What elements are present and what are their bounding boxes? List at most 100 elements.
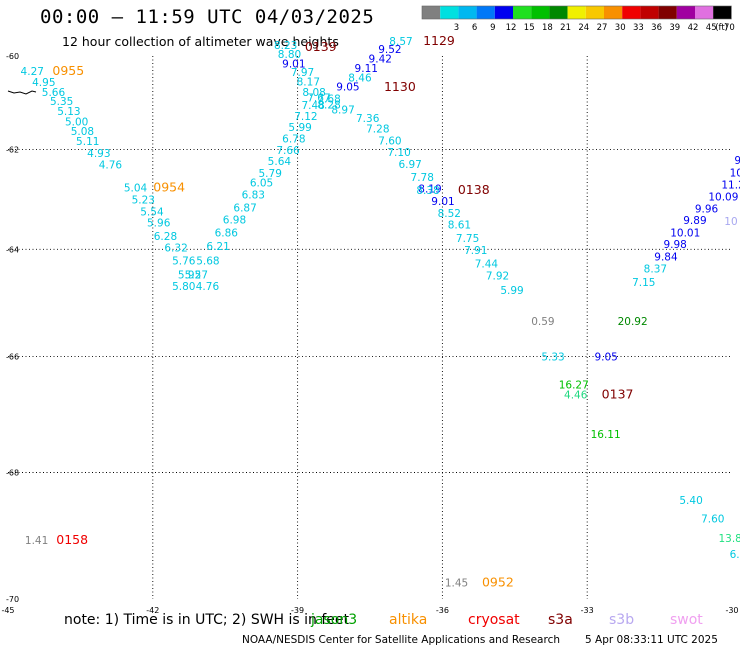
wave-height-value: 5.66 [42,87,66,99]
legend-label: 3 [454,23,459,33]
latitude-tick-label: -66 [6,353,19,362]
wave-height-value: 8.23 [274,40,297,52]
longitude-tick-label: -33 [581,606,594,615]
wave-height-value: 5.96 [147,218,171,230]
wave-height-value: 13.86 [718,533,740,545]
latitude-tick-label: -62 [6,145,19,154]
wave-height-value: 20.92 [618,316,648,328]
wave-height-value: 16.27 [559,380,589,392]
legend-swatch [458,6,477,19]
pass-time-label: 1129 [423,33,455,48]
credit-line: NOAA/NESDIS Center for Satellite Applica… [242,634,560,646]
wave-height-value: 7.78 [411,172,434,184]
wave-height-value: 7.60 [378,135,401,147]
wave-height-value: 0.59 [531,316,554,328]
wave-height-value: 10 [724,216,737,228]
legend-label: 27 [597,23,608,33]
legend-unit: (ft) [715,23,728,33]
units-note: note: 1) Time is in UTC; 2) SWH is in fe… [64,612,350,628]
wave-height-value: 6.86 [215,227,239,239]
legend-frame [421,5,732,20]
wave-height-value: 6.87 [233,203,256,215]
legend-swatch [476,6,495,19]
wave-height-value: 7.75 [456,233,479,245]
wave-height-value: 8.57 [389,36,412,48]
wave-height-value: 5.13 [57,106,80,118]
wave-height-value: 5.54 [140,207,164,219]
longitude-tick-label: -45 [1,606,14,615]
wave-height-value: 7.36 [356,113,380,125]
wave-height-value: 7.12 [294,111,317,123]
longitude-tick-label: -30 [725,606,738,615]
wave-height-value: 5.11 [76,136,99,148]
wave-height-value: 7.28 [366,123,389,135]
legend-label: 42 [688,23,699,33]
legend-swatch [640,6,659,19]
wave-height-value: 1.41 [25,535,48,547]
wave-height-value: 7.67 [307,92,330,104]
legend-swatch [585,6,604,19]
legend-swatch [513,6,532,19]
wave-height-value: 10.1 [730,167,740,179]
mission-jason3: jason3 [311,612,358,628]
wave-height-value: 8.19 [418,184,441,196]
wave-height-value: 5.33 [541,352,564,364]
wave-height-value: 5.40 [679,495,702,507]
wave-height-value: 8.28 [317,99,340,111]
wave-height-value: 10.01 [670,227,700,239]
latitude-tick-label: -60 [6,52,19,61]
wave-height-value: 10.09 [708,192,738,204]
wave-height-value: 1.45 [445,578,468,590]
wave-height-value: 7.91 [464,245,487,257]
wave-height-value: 8.80 [278,49,301,61]
color-legend: 3 6 9 12 15 18 21 24 27 30 33 36 39 42 45 70(ft) [421,5,735,33]
wave-height-value: 5.92 [178,269,201,281]
wave-height-value: 9 [734,155,740,167]
longitude-tick-label: -39 [291,606,304,615]
wave-height-value: 5.57 [185,269,208,281]
wave-height-value: 6.21 [206,241,229,253]
wave-height-value: 9.01 [282,59,305,71]
wave-height-value: 9.11 [355,63,378,75]
wave-height-value: 7.66 [276,145,300,157]
wave-height-value: 6.98 [223,215,246,227]
mission-cryosat: cryosat [468,612,520,628]
map-grid [8,56,732,599]
pass-time-label: 0952 [482,575,514,590]
wave-height-value: 9.42 [369,53,392,65]
wave-height-value: 7.10 [387,147,410,159]
pass-time-label: 0137 [602,386,634,401]
wave-height-value: 5.76 [172,256,196,268]
wave-height-value: 7.97 [291,67,314,79]
wave-height-value: 6.97 [398,159,421,171]
mission-swot: swot [670,612,703,628]
legend-label: 33 [633,23,644,33]
wave-height-value: 5.04 [124,183,148,195]
legend-label: 12 [506,23,517,33]
legend-label: 30 [615,23,626,33]
coastline-fragment [7,90,37,95]
wave-height-value: 6.05 [250,178,273,190]
wave-height-value: 6.32 [164,243,187,255]
generated-timestamp: 5 Apr 08:33:11 UTC 2025 [585,634,718,646]
legend-label: 70 [724,23,735,33]
wave-height-value: 7.92 [486,270,509,282]
pass-time-label: 0139 [305,39,337,54]
wave-height-value: 9.89 [683,215,706,227]
longitude-tick-label: -42 [146,606,159,615]
legend-swatch [422,6,441,19]
pass-time-label: 1130 [384,79,416,94]
latitude-tick-label: -70 [6,595,19,604]
wave-height-value: 4.76 [196,281,220,293]
wave-height-value: 5.00 [65,116,88,128]
legend-swatch [658,6,677,19]
pass-time-label: 0138 [458,182,490,197]
wave-height-value: 8.46 [348,72,372,84]
legend-swatch [622,6,641,19]
legend-label: 9 [490,23,495,33]
legend-label: 36 [651,23,662,33]
legend-label: 39 [669,23,680,33]
pass-time-label: 0158 [56,532,88,547]
